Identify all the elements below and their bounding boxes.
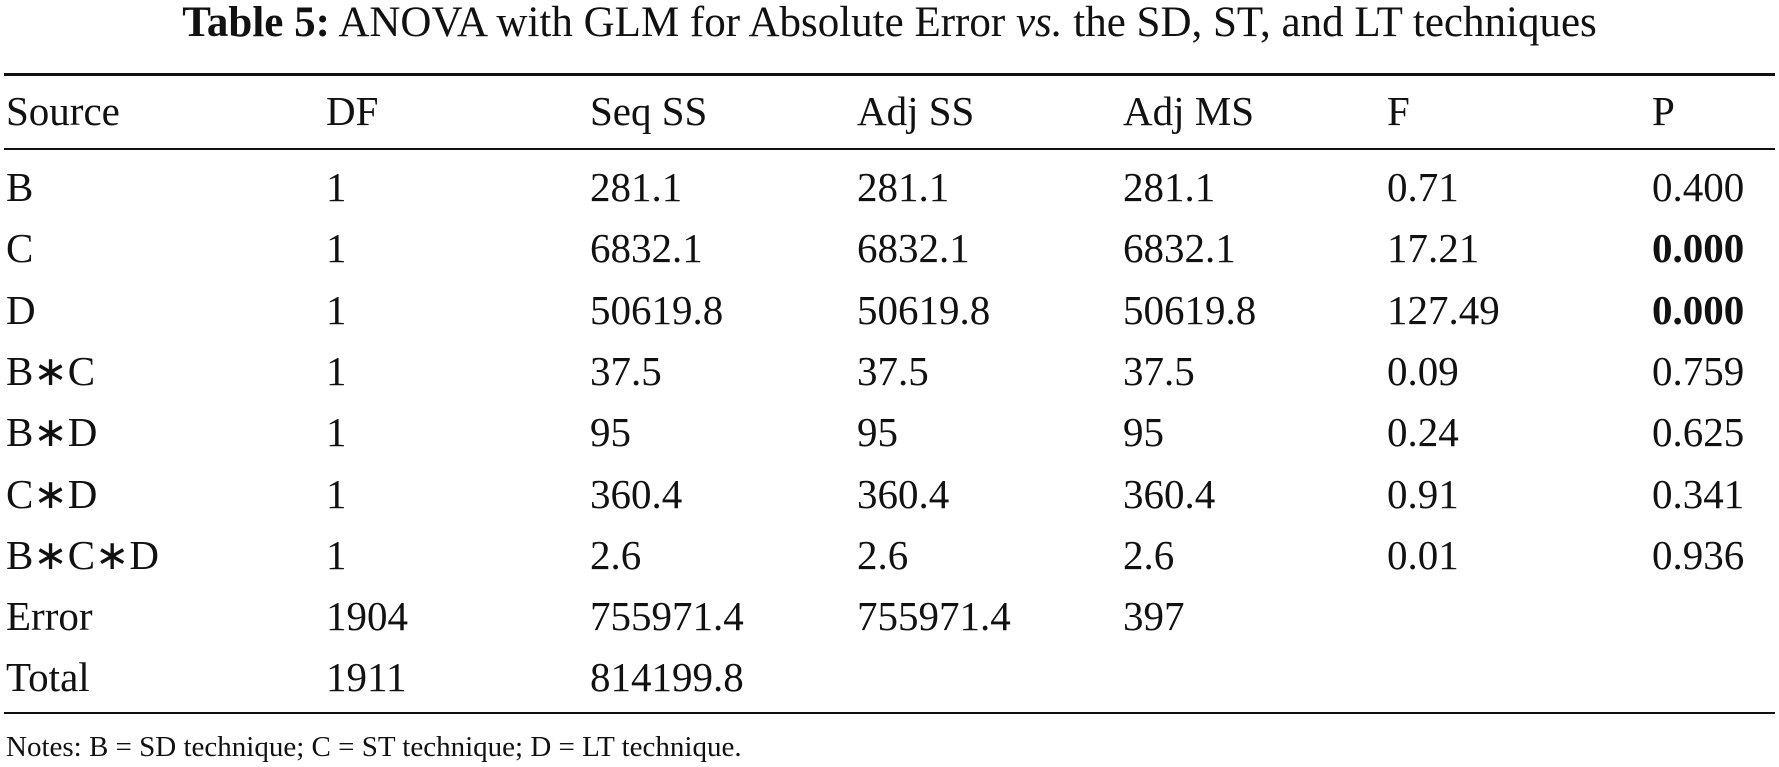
table-cell: 0.09 <box>1387 347 1459 394</box>
header-cell: Source <box>6 88 120 134</box>
top-rule <box>4 73 1775 76</box>
caption-text: ANOVA with GLM for Absolute Error <box>338 0 1006 46</box>
table-cell: 755971.4 <box>857 593 1011 640</box>
table-notes: Notes: B = SD technique; C = ST techniqu… <box>6 731 742 763</box>
table-cell: B <box>6 164 34 210</box>
header-cell: Adj SS <box>857 88 975 134</box>
table-cell: 50619.8 <box>857 286 991 333</box>
table-cell: 397 <box>1123 593 1185 640</box>
table-cell: 1 <box>326 470 347 517</box>
table-cell: 95 <box>1123 409 1164 456</box>
table-cell: 2.6 <box>857 531 909 578</box>
table-cell: 755971.4 <box>590 593 744 640</box>
table-cell: 37.5 <box>590 347 662 394</box>
table-cell: 1 <box>326 409 347 456</box>
caption-label: Table 5: <box>182 0 330 46</box>
table-cell: 127.49 <box>1387 286 1500 333</box>
table-caption: Table 5: ANOVA with GLM for Absolute Err… <box>0 0 1779 46</box>
table-cell: 1 <box>326 531 347 578</box>
header-cell: DF <box>326 88 379 134</box>
table-cell: 360.4 <box>590 470 683 517</box>
table-cell: 0.24 <box>1387 409 1459 456</box>
table-cell: 0.000 <box>1652 286 1745 333</box>
table-cell: B∗C <box>6 347 96 394</box>
table-cell: 37.5 <box>857 347 929 394</box>
table-cell: 6832.1 <box>590 225 703 272</box>
table-cell: D <box>6 286 36 333</box>
table-cell: 1 <box>326 164 347 210</box>
table-cell: 95 <box>590 409 631 456</box>
table-cell: 0.01 <box>1387 531 1459 578</box>
table-cell: 50619.8 <box>1123 286 1257 333</box>
table-cell: 17.21 <box>1387 225 1480 272</box>
header-cell: F <box>1387 88 1410 134</box>
table-cell: 1 <box>326 286 347 333</box>
table-cell: 0.000 <box>1652 225 1745 272</box>
table-cell: 1904 <box>326 593 408 640</box>
table-cell: Error <box>6 593 93 640</box>
table-cell: 0.625 <box>1652 409 1745 456</box>
table-cell: 0.71 <box>1387 164 1459 210</box>
table-cell: 37.5 <box>1123 347 1195 394</box>
table-cell: 0.400 <box>1652 164 1745 210</box>
table-cell: B∗D <box>6 409 98 456</box>
caption-text: the SD, ST, and LT techniques <box>1073 0 1597 46</box>
table-cell: 6832.1 <box>1123 225 1236 272</box>
table-cell: C∗D <box>6 470 98 517</box>
table-cell: 0.759 <box>1652 347 1745 394</box>
table-cell: 2.6 <box>590 531 642 578</box>
header-cell: Seq SS <box>590 88 708 134</box>
table-cell: 360.4 <box>1123 470 1216 517</box>
table-cell: 95 <box>857 409 898 456</box>
table-cell: 360.4 <box>857 470 950 517</box>
table-cell: 0.91 <box>1387 470 1459 517</box>
table-cell: 1 <box>326 225 347 272</box>
header-cell: P <box>1652 88 1675 134</box>
table-cell: B∗C∗D <box>6 531 160 578</box>
table-cell: 0.936 <box>1652 531 1745 578</box>
table-cell: Total <box>6 654 90 701</box>
table-cell: 50619.8 <box>590 286 724 333</box>
table-cell: 281.1 <box>1123 164 1216 210</box>
table-cell: 0.341 <box>1652 470 1745 517</box>
table-cell: 1 <box>326 347 347 394</box>
table-cell: 6832.1 <box>857 225 970 272</box>
table-cell: 281.1 <box>590 164 683 210</box>
table-cell: 2.6 <box>1123 531 1175 578</box>
table-cell: C <box>6 225 34 272</box>
header-cell: Adj MS <box>1123 88 1255 134</box>
bottom-rule <box>4 712 1775 714</box>
table-cell: 814199.8 <box>590 654 744 701</box>
table-cell: 1911 <box>326 654 407 701</box>
header-rule <box>4 148 1775 150</box>
table-cell: 281.1 <box>857 164 950 210</box>
caption-italic: vs. <box>1015 0 1063 46</box>
